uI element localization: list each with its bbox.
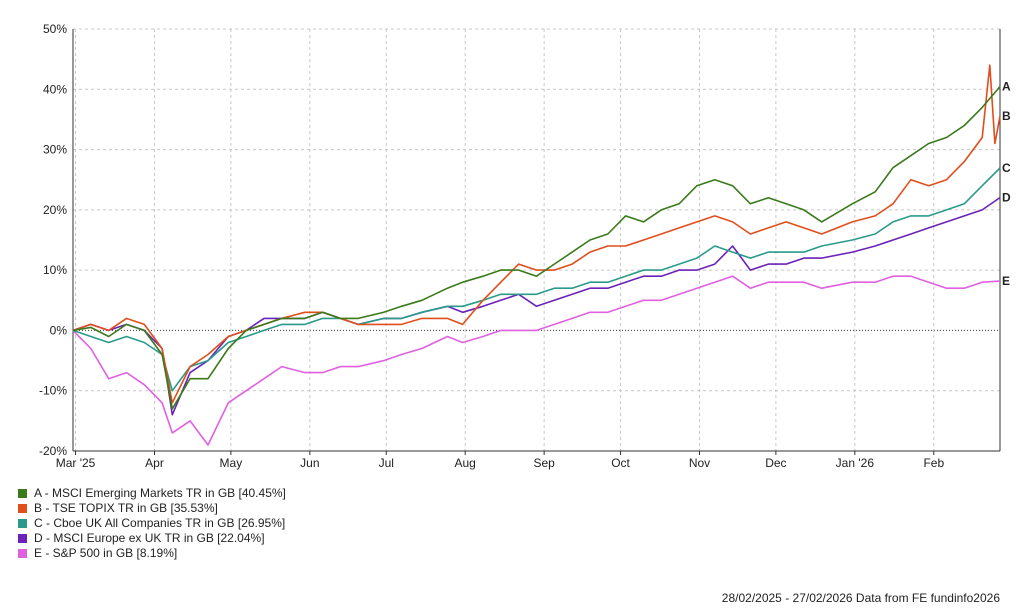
legend-label: E - S&P 500 in GB [8.19%] [34, 546, 178, 560]
legend-item: B - TSE TOPIX TR in GB [35.53%] [18, 501, 286, 516]
x-tick-label: Jan '26 [836, 456, 875, 470]
legend-item: A - MSCI Emerging Markets TR in GB [40.4… [18, 486, 286, 501]
x-tick-label: Feb [923, 456, 944, 470]
legend-swatch [18, 489, 27, 498]
plot-area [72, 29, 1001, 452]
x-tick-label: Jul [379, 456, 394, 470]
footer-note: 28/02/2025 - 27/02/2026 Data from FE fun… [721, 591, 1000, 605]
y-tick-label: 30% [43, 143, 67, 157]
end-label-a: A [1002, 80, 1011, 94]
series-line-a [72, 86, 1001, 410]
legend-swatch [18, 519, 27, 528]
legend-label: D - MSCI Europe ex UK TR in GB [22.04%] [34, 531, 265, 545]
end-label-d: D [1002, 191, 1011, 205]
series-lines [72, 64, 1001, 446]
y-tick-label: 20% [43, 203, 67, 217]
legend-swatch [18, 549, 27, 558]
chart-svg: 50% 40% 30% 20% 10% 0% -10% -20% Mar '25 Apr May J… [39, 22, 1011, 470]
end-label-c: C [1002, 161, 1011, 175]
legend-label: C - Cboe UK All Companies TR in GB [26.9… [34, 516, 286, 530]
end-label-e: E [1002, 274, 1010, 288]
legend-swatch [18, 534, 27, 543]
x-tick-label: Jun [300, 456, 319, 470]
x-tick-label: Aug [455, 456, 476, 470]
x-axis-ticks: Mar '25 Apr May Jun Jul Aug Sep Oct Nov Dec Jan '2… [56, 451, 944, 470]
x-tick-label: Nov [689, 456, 710, 470]
x-tick-label: Sep [533, 456, 555, 470]
x-tick-label: Oct [611, 456, 630, 470]
y-tick-label: -10% [39, 384, 67, 398]
gridlines [73, 28, 1000, 452]
series-line-d [72, 196, 1001, 416]
y-tick-label: 0% [50, 323, 68, 337]
legend-swatch [18, 504, 27, 513]
y-tick-label: 50% [43, 22, 67, 36]
y-tick-label: -20% [39, 444, 67, 458]
series-end-labels: A B C D E [1002, 80, 1011, 288]
x-tick-label: Dec [765, 456, 786, 470]
legend-label: B - TSE TOPIX TR in GB [35.53%] [34, 501, 218, 515]
y-tick-label: 10% [43, 263, 67, 277]
x-tick-label: May [220, 456, 243, 470]
x-tick-label: Apr [145, 456, 164, 470]
series-line-e [72, 275, 1001, 446]
y-axis-ticks: 50% 40% 30% 20% 10% 0% -10% -20% [39, 22, 67, 458]
legend-item: D - MSCI Europe ex UK TR in GB [22.04%] [18, 531, 286, 546]
x-tick-label: Mar '25 [56, 456, 96, 470]
end-label-b: B [1002, 109, 1011, 123]
legend-item: E - S&P 500 in GB [8.19%] [18, 546, 286, 561]
series-line-c [72, 167, 1001, 392]
series-line-b [72, 64, 1001, 404]
legend-item: C - Cboe UK All Companies TR in GB [26.9… [18, 516, 286, 531]
y-tick-label: 40% [43, 82, 67, 96]
legend-label: A - MSCI Emerging Markets TR in GB [40.4… [34, 486, 286, 500]
legend: A - MSCI Emerging Markets TR in GB [40.4… [18, 486, 286, 561]
